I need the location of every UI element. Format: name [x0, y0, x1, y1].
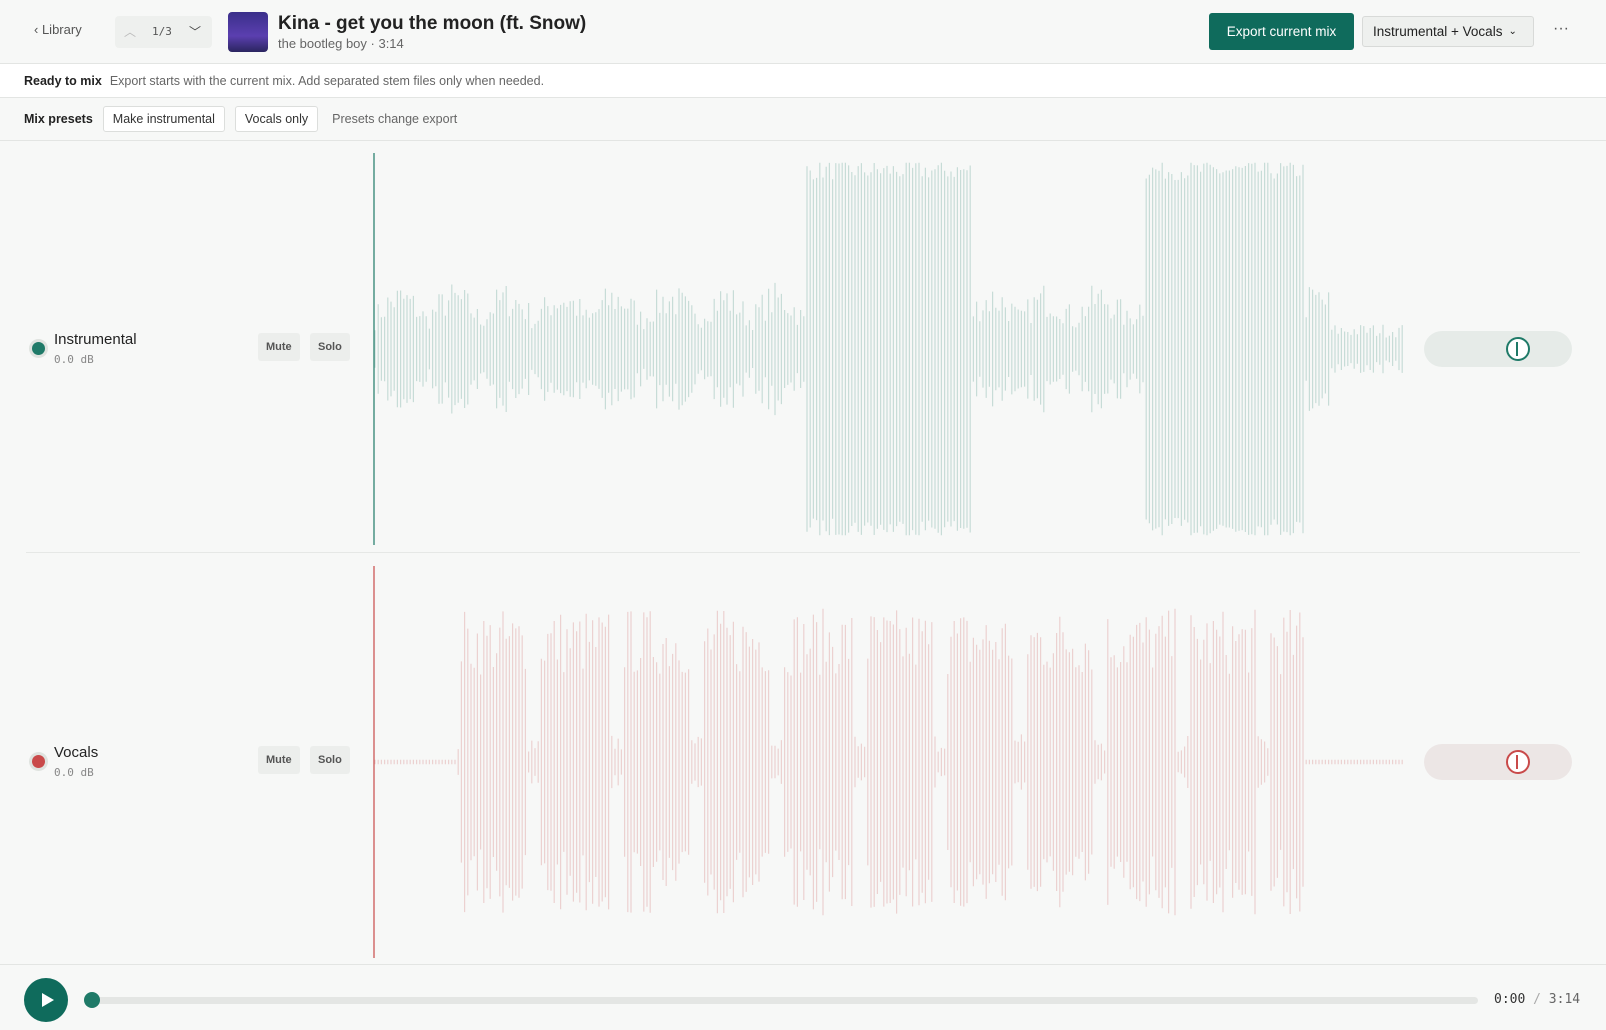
- volume-fader[interactable]: [1424, 331, 1572, 367]
- status-message: Export starts with the current mix. Add …: [109, 73, 545, 88]
- presets-bar: Mix presets Make instrumental Vocals onl…: [0, 98, 1606, 141]
- waveform[interactable]: [373, 149, 1403, 549]
- track-title: Kina - get you the moon (ft. Snow): [278, 13, 587, 34]
- export-button[interactable]: Export current mix: [1209, 13, 1354, 50]
- more-button[interactable]: ···: [1553, 20, 1569, 37]
- current-time: 0:00: [1494, 992, 1526, 1007]
- total-time: 3:14: [1548, 992, 1581, 1007]
- presets-note: Presets change export: [332, 112, 458, 126]
- mute-button[interactable]: Mute: [258, 333, 300, 361]
- status-label: Ready to mix: [24, 73, 102, 88]
- pager-label: 1/3: [152, 25, 172, 38]
- track-subtitle: the bootleg boy · 3:14: [278, 36, 404, 51]
- time-separator: /: [1533, 992, 1541, 1007]
- track-dot: [32, 342, 45, 355]
- next-button[interactable]: ﹀: [189, 25, 202, 39]
- mix-select[interactable]: Instrumental + Vocals ⌄: [1362, 16, 1534, 47]
- waveform-bars: [374, 162, 1403, 536]
- track-row: Vocals 0.0 dB Mute Solo: [0, 554, 1606, 964]
- play-icon: [42, 993, 54, 1007]
- cover-art: [228, 12, 268, 52]
- presets-label: Mix presets: [24, 112, 93, 126]
- preset-button[interactable]: Vocals only: [234, 106, 319, 132]
- track-name: Instrumental: [54, 331, 137, 348]
- back-label: Library: [41, 22, 82, 37]
- back-button[interactable]: ‹ Library: [34, 22, 82, 37]
- progress-thumb[interactable]: [84, 992, 100, 1008]
- header: ‹ Library ︿ 1/3 ﹀ Kina - get you the moo…: [0, 0, 1606, 64]
- fader-knob-line: [1516, 755, 1518, 769]
- fader-knob[interactable]: [1506, 750, 1530, 774]
- volume-fader[interactable]: [1424, 744, 1572, 780]
- mute-button[interactable]: Mute: [258, 746, 300, 774]
- track-name: Vocals: [54, 744, 99, 761]
- track-gain: 0.0 dB: [54, 766, 94, 779]
- fader-knob-line: [1516, 342, 1518, 356]
- transport: 0:00 / 3:14: [0, 964, 1606, 1030]
- time-display: 0:00 / 3:14: [1494, 992, 1580, 1007]
- solo-button[interactable]: Solo: [310, 333, 350, 361]
- preset-button[interactable]: Make instrumental: [102, 106, 225, 132]
- pager: ︿ 1/3 ﹀: [115, 16, 212, 48]
- prev-button[interactable]: ︿: [124, 25, 137, 39]
- waveform-bars: [374, 608, 1403, 916]
- track-dot: [32, 755, 45, 768]
- waveform[interactable]: [373, 562, 1403, 962]
- mix-select-label: Instrumental + Vocals: [1373, 24, 1503, 39]
- fader-knob[interactable]: [1506, 337, 1530, 361]
- play-button[interactable]: [24, 978, 68, 1022]
- status-bar: Ready to mix Export starts with the curr…: [0, 64, 1606, 98]
- solo-button[interactable]: Solo: [310, 746, 350, 774]
- progress-track[interactable]: [86, 997, 1478, 1004]
- track-divider: [26, 552, 1580, 553]
- track-gain: 0.0 dB: [54, 353, 94, 366]
- track-row: Instrumental 0.0 dB Mute Solo: [0, 141, 1606, 553]
